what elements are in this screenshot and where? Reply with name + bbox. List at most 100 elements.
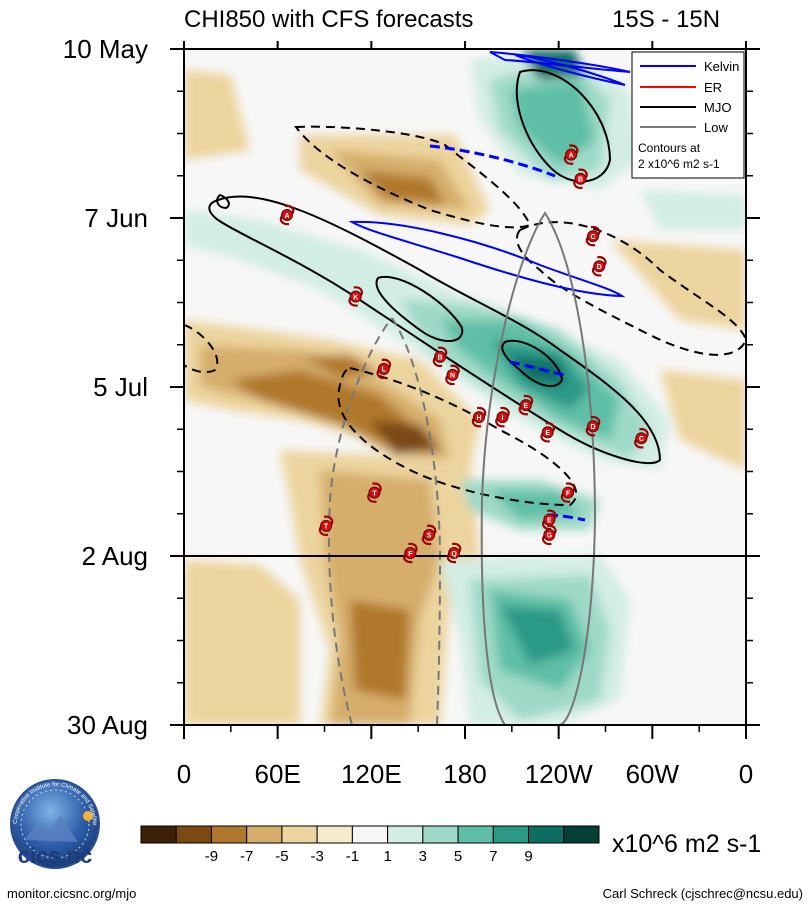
storm-letter: Q	[451, 551, 457, 558]
colorbar: -9 -7 -5 -3 -1 1 3 5 7 9	[140, 825, 600, 865]
colorbar-label: -5	[275, 848, 288, 865]
mjo-contour	[216, 193, 230, 210]
mjo-contour-negative	[184, 324, 219, 374]
x-tick-label: 0	[739, 759, 753, 789]
storm-letter: B	[437, 355, 442, 362]
legend-label-kelvin: Kelvin	[704, 59, 739, 74]
colorbar-label: -7	[240, 848, 253, 865]
storm-letter: E	[545, 430, 550, 437]
low-frequency-contour	[480, 211, 597, 725]
storm-marker: N	[445, 364, 460, 386]
storm-letter: C	[639, 436, 644, 443]
legend-label-mjo: MJO	[704, 100, 731, 115]
storm-core-icon	[446, 368, 459, 381]
storm-core-icon	[473, 411, 486, 424]
chart-region: 15S - 15N	[612, 6, 720, 33]
mjo-contour-negative	[294, 125, 532, 229]
colorbar-label: 7	[489, 848, 497, 865]
legend-note-line1: Contours at	[638, 141, 701, 155]
logo-ring-text-path: Cooperative Institute for Climate and Sa…	[0, 0, 97, 826]
storm-letter: K	[353, 294, 358, 301]
colorbar-swatch	[457, 825, 494, 844]
storm-core-icon	[281, 208, 294, 221]
colorbar-swatch	[422, 825, 459, 844]
storm-marker: F	[403, 542, 418, 564]
storm-core-icon	[562, 486, 575, 499]
storm-letter: G	[547, 533, 553, 540]
colorbar-label: 1	[383, 848, 391, 865]
storm-marker: D	[592, 256, 607, 277]
storm-core-icon	[349, 290, 362, 303]
storm-core-icon	[565, 148, 578, 161]
kelvin-contour-negative	[429, 144, 556, 178]
storm-marker: S	[421, 524, 437, 546]
storm-core-icon	[320, 519, 333, 532]
storm-marker: F	[560, 482, 576, 503]
colorbar-swatch	[140, 825, 177, 844]
storm-letter: T	[324, 524, 329, 531]
colorbar-swatch	[563, 825, 600, 844]
storm-letter: A	[569, 152, 574, 159]
colorbar-swatch	[281, 825, 318, 844]
footer-author: Carl Schreck (cjschrec@ncsu.edu)	[603, 886, 803, 901]
colorbar-label: 3	[419, 848, 427, 865]
storm-marker: T	[367, 482, 382, 503]
storm-marker: H	[471, 406, 487, 428]
colorbar-label: -9	[205, 848, 218, 865]
storm-letter: N	[450, 373, 455, 380]
chart-title: CHI850 with CFS forecasts	[184, 6, 473, 33]
storm-core-icon	[543, 528, 556, 541]
colorbar-swatch	[210, 825, 248, 844]
legend-box	[631, 51, 745, 179]
storm-letter: A	[285, 213, 290, 220]
colorbar-swatch	[528, 825, 565, 844]
legend-note-line2: 2 x10^6 m2 s-1	[638, 157, 720, 171]
storm-marker: C	[634, 428, 649, 449]
storm-marker: E	[540, 422, 555, 443]
mjo-contour	[208, 195, 662, 465]
storm-marker: A	[563, 144, 579, 165]
colorbar-swatch	[351, 825, 389, 844]
mjo-contour	[375, 275, 464, 342]
storm-core-icon	[587, 230, 600, 243]
logo-text: cics.nc	[18, 843, 93, 868]
mjo-contour-negative	[337, 366, 577, 507]
colorbar-label: -3	[310, 848, 323, 865]
colorbar-swatch	[246, 825, 283, 844]
mjo-contour	[501, 339, 564, 388]
storm-marker: L	[376, 358, 392, 380]
storm-marker: E	[518, 394, 534, 416]
x-tick-label: 120E	[341, 759, 402, 789]
storm-markers: A K B L N A B C D E H I D E C T F T E G S F Q	[279, 144, 649, 564]
logo-ring	[20, 789, 90, 859]
storm-letter: F	[566, 490, 571, 497]
footer-website: monitor.cicsnc.org/mjo	[7, 886, 136, 901]
storm-core-icon	[404, 546, 417, 559]
y-tick-label: 10 May	[63, 34, 148, 64]
kelvin-contour	[348, 220, 626, 298]
storm-marker: T	[318, 515, 334, 537]
x-tick-label: 180	[443, 759, 486, 789]
storm-core-icon	[377, 362, 390, 375]
x-tick-label: 120W	[525, 759, 593, 789]
kelvin-contour-negative	[509, 360, 569, 378]
storm-letter: C	[590, 234, 595, 241]
storm-letter: L	[382, 367, 387, 374]
y-tick-label: 2 Aug	[81, 541, 148, 571]
mjo-contour-negative	[515, 221, 746, 356]
storm-core-icon	[593, 260, 606, 273]
colorbar-swatch	[387, 825, 424, 844]
logo-mountain-icon	[24, 815, 78, 842]
storm-letter: I	[501, 415, 503, 422]
y-tick-label: 7 Jun	[84, 203, 148, 233]
storm-core-icon	[423, 528, 436, 541]
logo-sun-icon	[83, 811, 93, 821]
colorbar-swatch	[175, 825, 212, 844]
storm-marker: C	[585, 225, 601, 247]
storm-letter: F	[408, 551, 413, 558]
storm-letter: T	[372, 490, 377, 497]
colorbar-label: 5	[454, 848, 462, 865]
storm-core-icon	[434, 350, 447, 363]
storm-letter: H	[477, 415, 482, 422]
